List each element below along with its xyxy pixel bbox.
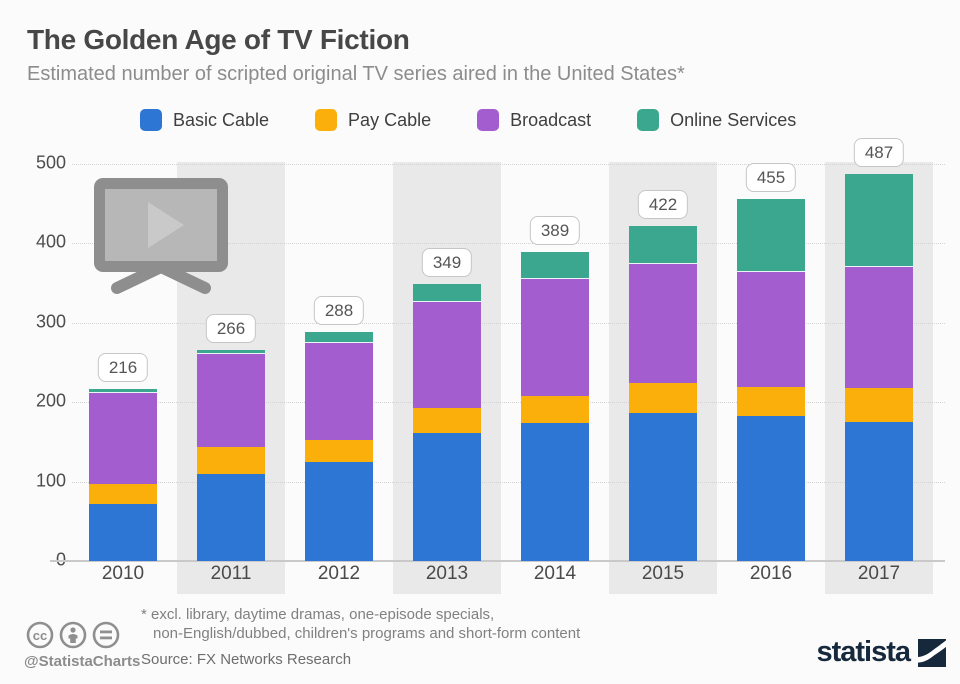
bar-segment-pay-cable-2017 bbox=[845, 388, 913, 422]
legend-label-broadcast: Broadcast bbox=[510, 109, 592, 130]
legend-label-pay-cable: Pay Cable bbox=[348, 109, 432, 130]
svg-text:cc: cc bbox=[33, 628, 47, 643]
bar-segment-broadcast-2010 bbox=[89, 393, 157, 484]
y-axis-label-500: 500 bbox=[35, 151, 66, 172]
legend-swatch-broadcast bbox=[477, 109, 500, 131]
footnote-line-1: * excl. library, daytime dramas, one-epi… bbox=[141, 606, 495, 623]
statista-logo-mark-icon bbox=[918, 638, 946, 667]
legend-label-basic-cable: Basic Cable bbox=[173, 109, 270, 130]
page-subtitle: Estimated number of scripted original TV… bbox=[27, 63, 685, 85]
bar-segment-online-services-2014 bbox=[521, 251, 589, 279]
bar-segment-broadcast-2015 bbox=[629, 264, 697, 383]
x-axis-label-2013: 2013 bbox=[425, 563, 469, 584]
total-label-2014: 389 bbox=[529, 215, 581, 245]
bar-segment-basic-cable-2010 bbox=[89, 503, 157, 561]
gridline-500 bbox=[72, 163, 945, 165]
bar-segment-pay-cable-2010 bbox=[89, 483, 157, 504]
total-label-2013: 349 bbox=[421, 247, 473, 277]
legend-swatch-basic-cable bbox=[140, 109, 162, 131]
bar-segment-pay-cable-2012 bbox=[305, 440, 373, 462]
legend-item-broadcast: Broadcast bbox=[477, 109, 591, 131]
bar-segment-pay-cable-2011 bbox=[197, 447, 265, 474]
bar-segment-pay-cable-2015 bbox=[629, 382, 697, 414]
bar-segment-basic-cable-2017 bbox=[845, 421, 913, 561]
bar-segment-online-services-2015 bbox=[629, 225, 697, 265]
x-axis-label-2011: 2011 bbox=[210, 563, 252, 584]
statista-wordmark: statista bbox=[816, 636, 911, 668]
bar-segment-basic-cable-2015 bbox=[629, 413, 697, 561]
bar-segment-broadcast-2014 bbox=[521, 278, 589, 396]
bar-segment-online-services-2010 bbox=[89, 389, 157, 394]
total-label-2010: 216 bbox=[97, 353, 149, 383]
statista-charts-handle: @StatistaCharts bbox=[24, 653, 141, 670]
x-axis-label-2017: 2017 bbox=[857, 563, 901, 584]
bar-segment-broadcast-2011 bbox=[197, 354, 265, 448]
bar-segment-online-services-2012 bbox=[305, 332, 373, 344]
legend-swatch-pay-cable bbox=[315, 109, 338, 131]
bar-segment-online-services-2013 bbox=[413, 283, 481, 302]
total-label-2011: 266 bbox=[205, 313, 257, 343]
bar-segment-basic-cable-2013 bbox=[413, 433, 481, 561]
total-label-2016: 455 bbox=[745, 163, 797, 193]
y-axis-label-0: 0 bbox=[8, 549, 66, 570]
gridline-300 bbox=[72, 322, 945, 324]
x-axis-baseline bbox=[50, 560, 945, 562]
legend-swatch-online-services bbox=[637, 109, 660, 131]
x-axis-label-2012: 2012 bbox=[317, 563, 361, 584]
y-axis-label-300: 300 bbox=[35, 310, 66, 331]
bar-segment-basic-cable-2014 bbox=[521, 422, 589, 561]
x-axis-label-2016: 2016 bbox=[749, 563, 793, 584]
y-axis-label-400: 400 bbox=[35, 231, 66, 252]
bar-segment-basic-cable-2016 bbox=[737, 416, 805, 561]
bar-segment-pay-cable-2013 bbox=[413, 407, 481, 433]
equal-icon bbox=[92, 621, 120, 649]
chart-legend: Basic Cable Pay Cable Broadcast Online Serv… bbox=[140, 109, 796, 131]
cc-icon: cc bbox=[26, 621, 54, 649]
y-axis-label-100: 100 bbox=[35, 469, 66, 490]
footnote-line-2: non-English/dubbed, children's programs … bbox=[153, 625, 581, 642]
source-text: Source: FX Networks Research bbox=[141, 651, 352, 668]
x-axis-label-2010: 2010 bbox=[101, 563, 145, 584]
legend-item-pay-cable: Pay Cable bbox=[315, 109, 431, 131]
bar-segment-pay-cable-2016 bbox=[737, 386, 805, 417]
bar-segment-online-services-2011 bbox=[197, 349, 265, 355]
legend-item-basic-cable: Basic Cable bbox=[140, 109, 269, 131]
attribution-person-icon bbox=[59, 621, 87, 649]
bar-segment-basic-cable-2011 bbox=[197, 473, 265, 561]
tv-play-icon bbox=[94, 178, 228, 294]
x-axis-label-2015: 2015 bbox=[641, 563, 685, 584]
total-label-2015: 422 bbox=[637, 189, 689, 219]
total-label-2017: 487 bbox=[853, 137, 905, 167]
gridline-100 bbox=[72, 481, 945, 483]
bar-segment-broadcast-2012 bbox=[305, 343, 373, 441]
bar-segment-online-services-2016 bbox=[737, 199, 805, 273]
bar-segment-broadcast-2016 bbox=[737, 272, 805, 387]
page-title: The Golden Age of TV Fiction bbox=[27, 24, 410, 55]
bar-segment-online-services-2017 bbox=[845, 173, 913, 267]
cc-license-icons: cc bbox=[26, 621, 120, 649]
gridline-200 bbox=[72, 402, 945, 403]
legend-label-online-services: Online Services bbox=[670, 109, 797, 130]
statista-logo: statista bbox=[816, 636, 946, 669]
bar-segment-broadcast-2013 bbox=[413, 301, 481, 408]
y-axis-label-200: 200 bbox=[35, 390, 66, 411]
total-label-2012: 288 bbox=[313, 296, 365, 326]
bar-segment-broadcast-2017 bbox=[845, 266, 913, 389]
legend-item-online-services: Online Services bbox=[637, 109, 796, 131]
bar-segment-basic-cable-2012 bbox=[305, 461, 373, 561]
x-axis-label-2014: 2014 bbox=[533, 563, 577, 584]
bar-segment-pay-cable-2014 bbox=[521, 395, 589, 423]
gridline-400 bbox=[72, 243, 945, 244]
